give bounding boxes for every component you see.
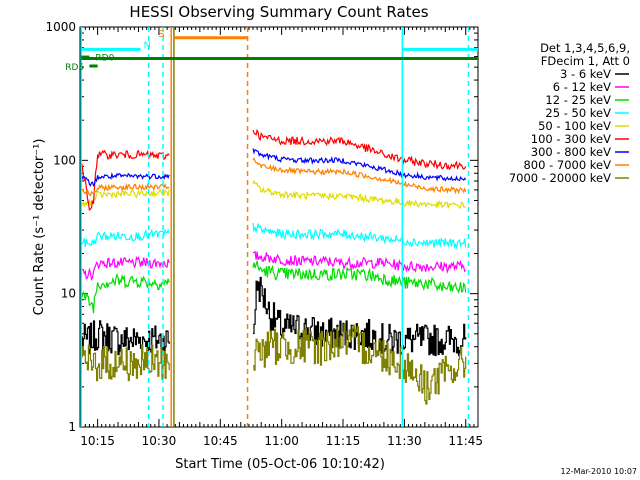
legend-entry-label: 6 - 12 keV [553, 80, 611, 94]
legend-header: Det 1,3,4,5,6,9, [540, 41, 630, 55]
plot-area: 1 10 100 1000 10:15 10:30 10:45 11:00 11:15 11:30… [45, 20, 483, 448]
legend-entry-label: 12 - 25 keV [545, 93, 611, 107]
series-line-6-12keV [81, 250, 467, 282]
y-tick-label: 1000 [45, 20, 76, 34]
annotation-label: N [144, 40, 151, 51]
x-tick-label: 11:45 [448, 434, 483, 448]
series-line-800-7000keV [80, 157, 467, 197]
series-line-50-100keV [80, 179, 467, 210]
legend-entry-label: 50 - 100 keV [538, 119, 611, 133]
legend-header: FDecim 1, Att 0 [541, 54, 630, 68]
y-tick-label: 10 [61, 287, 76, 301]
y-tick-label: 1 [68, 420, 76, 434]
series-line-300-800keV [80, 148, 467, 187]
series-line-7000-20000keV [81, 323, 467, 405]
x-axis-label: Start Time (05-Oct-06 10:10:42) [175, 457, 385, 472]
legend-entry-label: 3 - 6 keV [560, 67, 611, 81]
x-tick-label: 11:15 [326, 434, 361, 448]
plot-frame [79, 26, 479, 428]
legend-entry-label: 100 - 300 keV [531, 132, 611, 146]
legend-entry-label: 800 - 7000 keV [523, 158, 611, 172]
generated-timestamp: 12-Mar-2010 10:07 [561, 467, 638, 476]
legend-entry-label: 7000 - 20000 keV [509, 171, 611, 185]
series-line-12-25keV [80, 260, 467, 314]
chart-title: HESSI Observing Summary Count Rates [129, 3, 428, 21]
y-tick-label: 100 [53, 153, 76, 167]
legend-entry-label: 25 - 50 keV [545, 106, 611, 120]
x-tick-label: 10:15 [80, 434, 115, 448]
annotation-label: S [158, 29, 164, 40]
legend-entry-label: 300 - 800 keV [531, 145, 611, 159]
x-tick-label: 11:00 [264, 434, 299, 448]
series-line-25-50keV [80, 222, 467, 250]
annotation-label: RD5 [65, 63, 84, 73]
series-line-100-300keV [80, 128, 467, 212]
x-tick-label: 11:30 [387, 434, 422, 448]
annotation-label: RD0 [95, 54, 114, 64]
legend: Det 1,3,4,5,6,9,FDecim 1, Att 03 - 6 keV… [509, 41, 630, 185]
x-tick-label: 10:30 [142, 434, 177, 448]
x-tick-label: 10:45 [203, 434, 238, 448]
y-axis-label: Count Rate (s⁻¹ detector⁻¹) [32, 139, 47, 316]
